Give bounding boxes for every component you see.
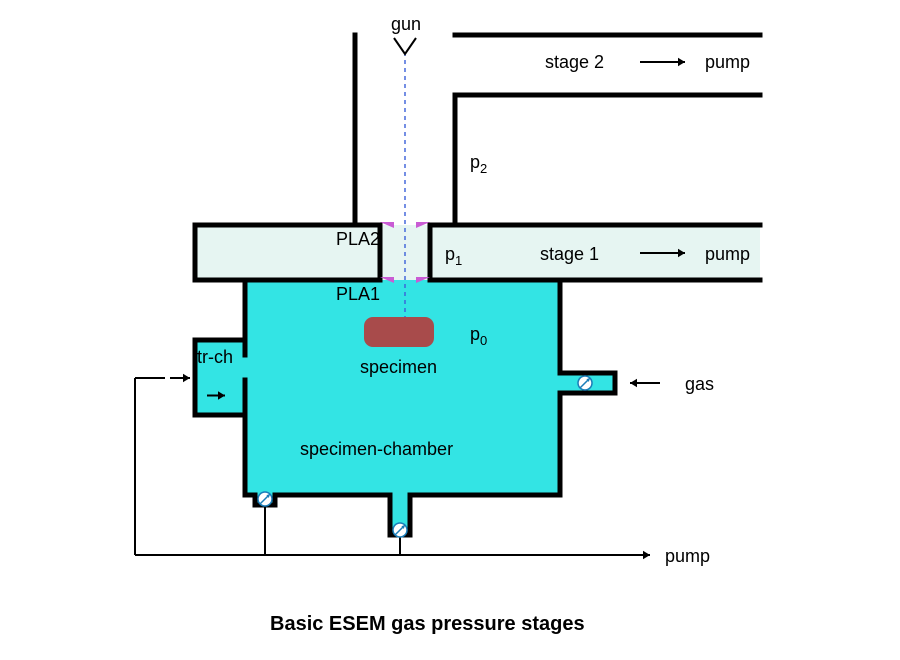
label-gun: gun [391, 14, 421, 34]
label-stage2: stage 2 [545, 52, 604, 72]
label-stage1: stage 1 [540, 244, 599, 264]
label-pla2: PLA2 [336, 229, 380, 249]
diagram-title: Basic ESEM gas pressure stages [270, 613, 585, 635]
label-pump_top: pump [705, 52, 750, 72]
label-chamber: specimen-chamber [300, 439, 453, 459]
specimen [364, 317, 434, 347]
label-specimen: specimen [360, 357, 437, 377]
label-pump_bottom: pump [665, 546, 710, 566]
label-pump_mid: pump [705, 244, 750, 264]
label-gas: gas [685, 374, 714, 394]
label-trch: tr-ch [197, 347, 233, 367]
label-pla1: PLA1 [336, 284, 380, 304]
esem-diagram: gunstage 2pumpp2PLA2p1stage 1pumpPLA1p0s… [0, 0, 900, 660]
